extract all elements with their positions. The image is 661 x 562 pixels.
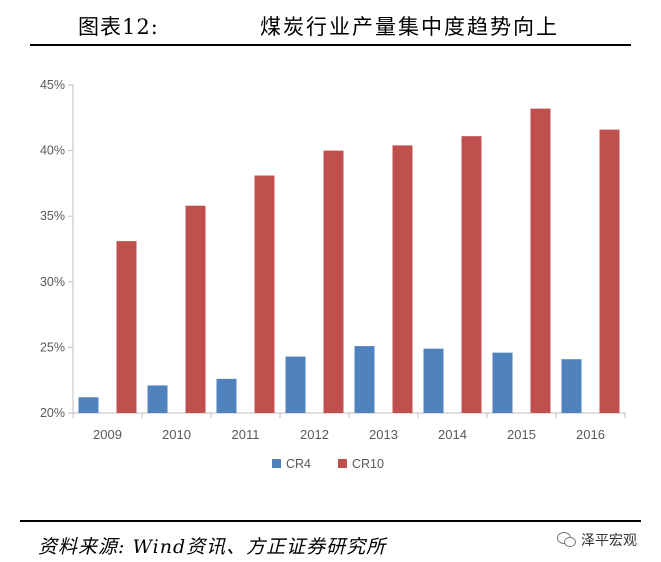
y-tick-label: 40% xyxy=(40,144,65,158)
bar-cr10-2012 xyxy=(323,150,344,413)
bar-chart: 20% 25% 30% 35% 40% 45% 2009 2010 2011 2012 2013 20… xyxy=(40,78,626,471)
legend-swatch-cr10 xyxy=(338,459,347,468)
bar-cr4-2013 xyxy=(354,346,375,413)
legend-label-cr4: CR4 xyxy=(286,457,311,471)
y-tick-label: 30% xyxy=(40,275,65,289)
figure-title: 煤炭行业产量集中度趋势向上 xyxy=(260,15,559,39)
x-tick-label: 2011 xyxy=(232,427,260,442)
wechat-icon xyxy=(557,532,577,548)
brand-label: 泽平宏观 xyxy=(581,533,637,549)
x-tick-label: 2010 xyxy=(162,427,191,442)
x-tick-label: 2013 xyxy=(369,427,398,442)
source-note: 资料来源: Wind资讯、方正证券研究所 xyxy=(38,536,387,558)
bar-cr10-2010 xyxy=(185,205,206,413)
figure-number: 图表12: xyxy=(78,15,159,39)
bar-cr4-2011 xyxy=(216,378,237,413)
bar-cr10-2013 xyxy=(392,145,413,413)
bar-cr4-2010 xyxy=(147,385,168,413)
x-tick-label: 2016 xyxy=(576,427,605,442)
bar-cr10-2009 xyxy=(116,241,137,413)
bar-cr10-2015 xyxy=(530,108,551,413)
y-tick-label: 25% xyxy=(40,340,65,354)
x-tick-label: 2012 xyxy=(300,427,329,442)
x-tick-label: 2015 xyxy=(507,427,536,442)
x-tick-label: 2009 xyxy=(93,427,122,442)
legend-swatch-cr4 xyxy=(272,459,281,468)
x-tick-label: 2014 xyxy=(438,427,467,442)
y-tick-label: 20% xyxy=(40,406,65,420)
legend-label-cr10: CR10 xyxy=(352,457,384,471)
brand-watermark: 泽平宏观 xyxy=(557,530,637,550)
figure-footer: 资料来源: Wind资讯、方正证券研究所 泽平宏观 xyxy=(20,520,641,562)
bar-cr4-2015 xyxy=(492,352,513,413)
y-tick-label: 35% xyxy=(40,209,65,223)
bar-cr10-2014 xyxy=(461,136,482,413)
bar-cr4-2012 xyxy=(285,356,306,413)
y-tick-label: 45% xyxy=(40,78,65,92)
bar-cr4-2016 xyxy=(561,359,582,413)
bar-cr4-2009 xyxy=(78,397,99,413)
bar-cr4-2014 xyxy=(423,348,444,413)
bar-cr10-2011 xyxy=(254,175,275,413)
figure-header: 图表12: 煤炭行业产量集中度趋势向上 xyxy=(30,0,631,46)
bar-cr10-2016 xyxy=(599,129,620,413)
